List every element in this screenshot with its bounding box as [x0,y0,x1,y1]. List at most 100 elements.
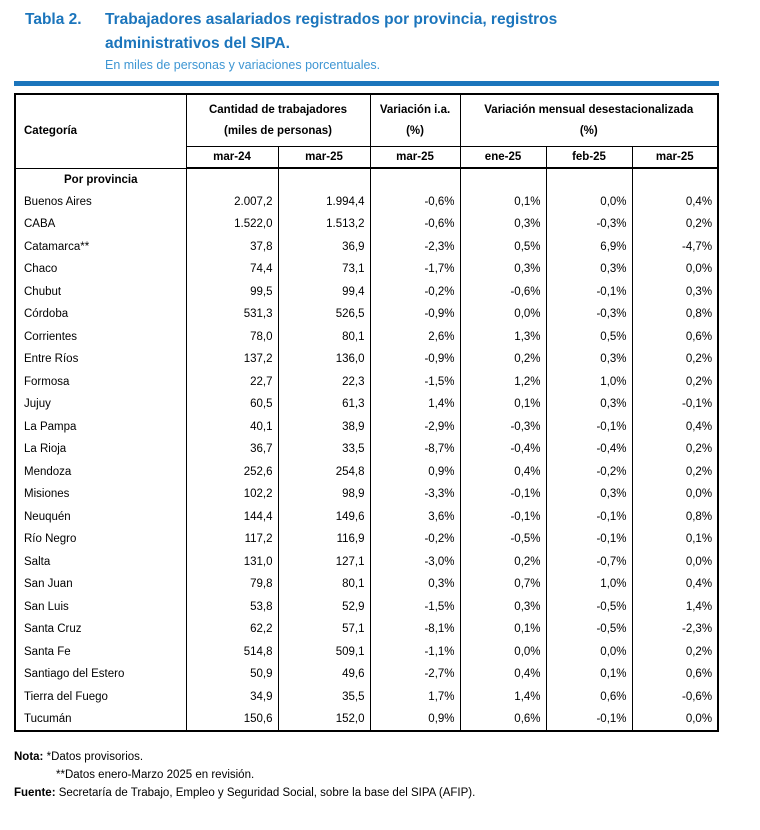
value-cell-feb25: 0,1% [545,663,633,686]
province-name-cell: San Luis [14,595,187,619]
value-cell-var-ia: -1,7% [369,258,461,281]
col-header-ene25: ene-25 [459,146,547,170]
value-cell-var-ia: -1,5% [369,595,461,619]
value-cell-feb25: 0,3% [545,348,633,371]
table-number-label: Tabla 2. [25,11,82,28]
value-cell-ene25: 0,1% [459,618,547,641]
value-cell-ene25: 0,0% [459,303,547,326]
col-header-variacion-mensual-line2: (%) [579,124,598,137]
value-cell-ene25: 1,2% [459,370,547,394]
value-cell-mens-mar25: 0,2% [631,370,719,394]
value-cell-feb25: -0,4% [545,438,633,461]
value-cell-mar25: 33,5 [277,438,371,461]
value-cell-mar25: 152,0 [277,708,371,731]
table-row: Córdoba 531,3 526,5 -0,9% 0,0% -0,3% 0,8… [14,303,719,326]
value-cell-ene25: 0,3% [459,258,547,281]
value-cell-mar24: 36,7 [185,438,279,461]
value-cell-var-ia: 1,4% [369,393,461,416]
province-name-cell: Jujuy [14,393,187,416]
value-cell-var-ia: -0,6% [369,213,461,236]
value-cell-ene25: 0,4% [459,663,547,686]
province-name-cell: Tierra del Fuego [14,685,187,709]
value-cell-var-ia: -3,3% [369,483,461,506]
value-cell-mar24: 514,8 [185,640,279,664]
value-cell-mar25: 36,9 [277,235,371,259]
value-cell-var-ia: -0,9% [369,348,461,371]
value-cell-mar24: 99,5 [185,280,279,304]
value-cell-mar25: 35,5 [277,685,371,709]
section-row: Por provincia [14,168,719,191]
fuente-label: Fuente: [14,786,56,799]
value-cell-feb25: -0,5% [545,595,633,619]
province-name-cell: Mendoza [14,460,187,484]
value-cell-mar24: 131,0 [185,550,279,574]
value-cell-var-ia: 1,7% [369,685,461,709]
table-row: San Luis 53,8 52,9 -1,5% 0,3% -0,5% 1,4% [14,595,719,619]
value-cell-mens-mar25: 0,2% [631,438,719,461]
value-cell-ene25: 0,3% [459,595,547,619]
value-cell-mar24: 78,0 [185,325,279,349]
province-name-cell: Catamarca** [14,235,187,259]
value-cell-var-ia: -1,1% [369,640,461,664]
table-row: Río Negro 117,2 116,9 -0,2% -0,5% -0,1% … [14,528,719,551]
divider-rule [14,81,719,87]
value-cell-mar25: 61,3 [277,393,371,416]
value-cell-feb25: 0,6% [545,685,633,709]
value-cell-mar24: 22,7 [185,370,279,394]
value-cell-mens-mar25: 0,0% [631,483,719,506]
value-cell-mar24: 53,8 [185,595,279,619]
table-row: Entre Ríos 137,2 136,0 -0,9% 0,2% 0,3% 0… [14,348,719,371]
table-row: La Pampa 40,1 38,9 -2,9% -0,3% -0,1% 0,4… [14,415,719,439]
value-cell-mens-mar25: 0,6% [631,663,719,686]
table-header: Categoría Cantidad de trabajadores (mile… [14,94,719,170]
value-cell-mar24: 137,2 [185,348,279,371]
col-header-variacion-mensual-line1: Variación mensual desestacionalizada [484,103,694,116]
table-row: Santa Cruz 62,2 57,1 -8,1% 0,1% -0,5% -2… [14,618,719,641]
empty-cell [369,168,461,191]
value-cell-feb25: -0,7% [545,550,633,574]
table-row: La Rioja 36,7 33,5 -8,7% -0,4% -0,4% 0,2… [14,438,719,461]
value-cell-ene25: -0,5% [459,528,547,551]
province-name-cell: Santa Cruz [14,618,187,641]
table-row: CABA 1.522,0 1.513,2 -0,6% 0,3% -0,3% 0,… [14,213,719,236]
value-cell-var-ia: -2,9% [369,415,461,439]
col-header-variacion-ia-line1: Variación i.a. [379,103,451,116]
value-cell-mar24: 1.522,0 [185,213,279,236]
value-cell-mens-mar25: 0,4% [631,573,719,596]
value-cell-mar25: 136,0 [277,348,371,371]
value-cell-mens-mar25: 0,2% [631,213,719,236]
empty-cell [277,168,371,191]
value-cell-mens-mar25: 0,4% [631,190,719,214]
value-cell-mar25: 22,3 [277,370,371,394]
value-cell-mar24: 79,8 [185,573,279,596]
value-cell-feb25: -0,1% [545,708,633,731]
value-cell-mens-mar25: 0,2% [631,460,719,484]
province-name-cell: Misiones [14,483,187,506]
empty-cell [459,168,547,191]
col-header-feb25: feb-25 [545,146,633,170]
value-cell-mens-mar25: 0,8% [631,505,719,529]
table-row: Neuquén 144,4 149,6 3,6% -0,1% -0,1% 0,8… [14,505,719,529]
value-cell-mar24: 102,2 [185,483,279,506]
value-cell-mens-mar25: 1,4% [631,595,719,619]
table-row: Corrientes 78,0 80,1 2,6% 1,3% 0,5% 0,6% [14,325,719,349]
table-row: Tucumán 150,6 152,0 0,9% 0,6% -0,1% 0,0% [14,708,719,731]
value-cell-mar25: 49,6 [277,663,371,686]
col-header-variacion-ia: Variación i.a. (%) [369,94,461,147]
province-name-cell: Chubut [14,280,187,304]
value-cell-mar25: 57,1 [277,618,371,641]
table-row: San Juan 79,8 80,1 0,3% 0,7% 1,0% 0,4% [14,573,719,596]
value-cell-feb25: -0,3% [545,213,633,236]
table-body: Por provincia Buenos Aires 2.007,2 1.994… [14,168,719,731]
province-name-cell: Formosa [14,370,187,394]
title-block: Tabla 2. Trabajadores asalariados regist… [25,8,685,56]
value-cell-ene25: 0,6% [459,708,547,731]
value-cell-mar25: 73,1 [277,258,371,281]
value-cell-mens-mar25: 0,0% [631,258,719,281]
value-cell-feb25: -0,2% [545,460,633,484]
fuente-line: Fuente: Secretaría de Trabajo, Empleo y … [14,784,760,802]
value-cell-var-ia: -3,0% [369,550,461,574]
col-header-mar24: mar-24 [185,146,279,170]
value-cell-ene25: 1,4% [459,685,547,709]
value-cell-feb25: -0,5% [545,618,633,641]
